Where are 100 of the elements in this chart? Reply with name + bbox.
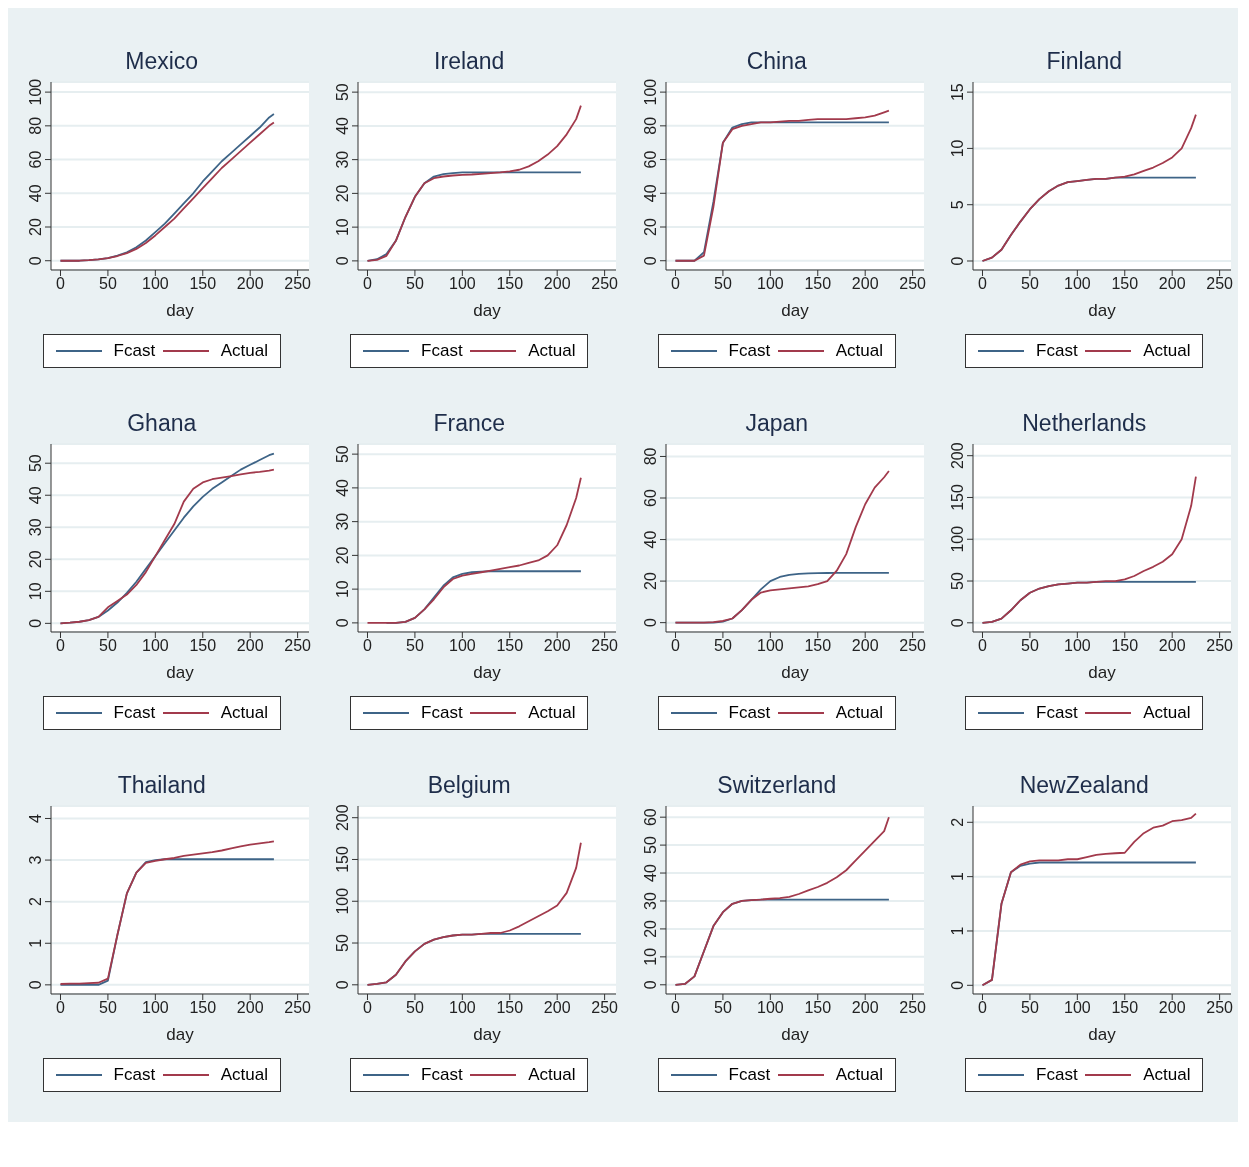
x-tick-label: 0: [55, 637, 65, 655]
x-axis-title: day: [473, 301, 502, 320]
x-tick-label: 250: [284, 637, 311, 655]
x-tick-label: 0: [363, 999, 373, 1017]
legend-label: Actual: [1143, 1065, 1191, 1085]
x-tick-label: 150: [496, 999, 524, 1017]
x-tick-label: 100: [756, 275, 784, 293]
y-tick-label: 4: [26, 813, 44, 823]
x-tick-label: 250: [591, 999, 619, 1017]
x-tick-label: 100: [1064, 999, 1092, 1017]
y-tick-label: 10: [26, 582, 44, 601]
y-tick-label: 150: [334, 846, 352, 873]
legend-label: Fcast: [113, 703, 156, 723]
y-tick-label: 0: [641, 256, 659, 266]
y-tick-label: 100: [334, 887, 352, 915]
x-axis-title: day: [166, 1025, 194, 1044]
chart-title: Finland: [1046, 48, 1122, 76]
x-axis-title: day: [473, 1025, 502, 1044]
x-axis-title: day: [781, 663, 809, 682]
x-tick-label: 100: [756, 637, 784, 655]
chart-title: Mexico: [125, 48, 199, 76]
x-tick-label: 200: [1159, 637, 1186, 655]
x-tick-label: 200: [851, 637, 879, 655]
y-tick-label: 1: [949, 872, 967, 882]
x-tick-label: 200: [544, 999, 571, 1017]
x-tick-label: 50: [406, 637, 425, 655]
legend-label: Fcast: [728, 341, 771, 361]
x-tick-label: 250: [899, 275, 926, 293]
y-tick-label: 100: [949, 525, 967, 553]
x-tick-label: 150: [804, 999, 831, 1017]
legend-label: Fcast: [728, 1065, 771, 1085]
x-tick-label: 150: [1111, 999, 1139, 1017]
legend-label: Actual: [220, 341, 268, 361]
legend-label: Actual: [220, 703, 268, 723]
y-tick-label: 0: [949, 256, 967, 266]
y-tick-label: 30: [334, 150, 352, 169]
y-tick-label: 20: [26, 218, 44, 236]
x-tick-label: 0: [363, 275, 373, 293]
x-tick-label: 200: [544, 637, 571, 655]
y-tick-label: 60: [26, 150, 44, 169]
legend-label: Actual: [835, 1065, 883, 1085]
x-tick-label: 200: [236, 637, 264, 655]
x-tick-label: 200: [851, 275, 879, 293]
x-tick-label: 50: [1021, 637, 1040, 655]
y-tick-label: 80: [641, 116, 659, 135]
chart-title: China: [746, 48, 807, 76]
x-tick-label: 200: [236, 999, 264, 1017]
x-tick-label: 50: [713, 637, 732, 655]
x-tick-label: 250: [899, 637, 926, 655]
x-tick-label: 250: [591, 275, 619, 293]
legend-label: Fcast: [1036, 703, 1078, 723]
y-tick-label: 80: [641, 447, 659, 466]
chart-title: Ireland: [434, 48, 505, 76]
y-tick-label: 0: [641, 618, 659, 628]
y-tick-label: 10: [641, 947, 659, 966]
y-tick-label: 60: [641, 150, 659, 169]
chart-title: Belgium: [427, 772, 511, 800]
x-tick-label: 100: [756, 999, 784, 1017]
y-tick-label: 0: [26, 618, 44, 628]
y-tick-label: 100: [26, 78, 44, 106]
x-tick-label: 150: [189, 999, 216, 1017]
y-tick-label: 60: [641, 489, 659, 507]
y-tick-label: 100: [641, 78, 659, 106]
y-tick-label: 50: [334, 934, 352, 952]
x-tick-label: 250: [1206, 637, 1234, 655]
y-tick-label: 30: [334, 512, 352, 531]
x-axis-title: day: [781, 301, 809, 320]
x-tick-label: 50: [713, 275, 732, 293]
x-axis-title: day: [166, 301, 194, 320]
x-tick-label: 50: [406, 999, 425, 1017]
x-tick-label: 250: [591, 637, 619, 655]
chart-title: Thailand: [117, 772, 206, 800]
chart-title: Japan: [745, 410, 809, 438]
x-tick-label: 0: [670, 999, 680, 1017]
y-tick-label: 20: [334, 546, 352, 565]
y-tick-label: 0: [26, 256, 44, 266]
legend-label: Fcast: [113, 341, 156, 361]
legend-label: Fcast: [421, 1065, 463, 1085]
y-tick-label: 30: [641, 891, 659, 910]
x-tick-label: 200: [1159, 999, 1186, 1017]
y-tick-label: 0: [334, 980, 352, 990]
y-tick-label: 40: [334, 478, 352, 497]
y-tick-label: 40: [641, 530, 659, 549]
x-tick-label: 150: [189, 275, 216, 293]
y-tick-label: 200: [334, 804, 352, 832]
x-tick-label: 150: [189, 637, 216, 655]
y-tick-label: 50: [641, 836, 659, 855]
y-tick-label: 2: [26, 897, 44, 907]
y-tick-label: 0: [641, 980, 659, 990]
x-tick-label: 200: [851, 999, 879, 1017]
y-tick-label: 2: [949, 817, 967, 827]
legend-label: Actual: [835, 703, 883, 723]
x-tick-label: 50: [98, 999, 117, 1017]
x-tick-label: 100: [1064, 637, 1092, 655]
legend-label: Fcast: [1036, 1065, 1078, 1085]
x-tick-label: 0: [670, 637, 680, 655]
chart-title: NewZealand: [1019, 772, 1149, 800]
x-tick-label: 100: [449, 637, 477, 655]
x-tick-label: 0: [55, 275, 65, 293]
y-tick-label: 3: [26, 855, 44, 865]
